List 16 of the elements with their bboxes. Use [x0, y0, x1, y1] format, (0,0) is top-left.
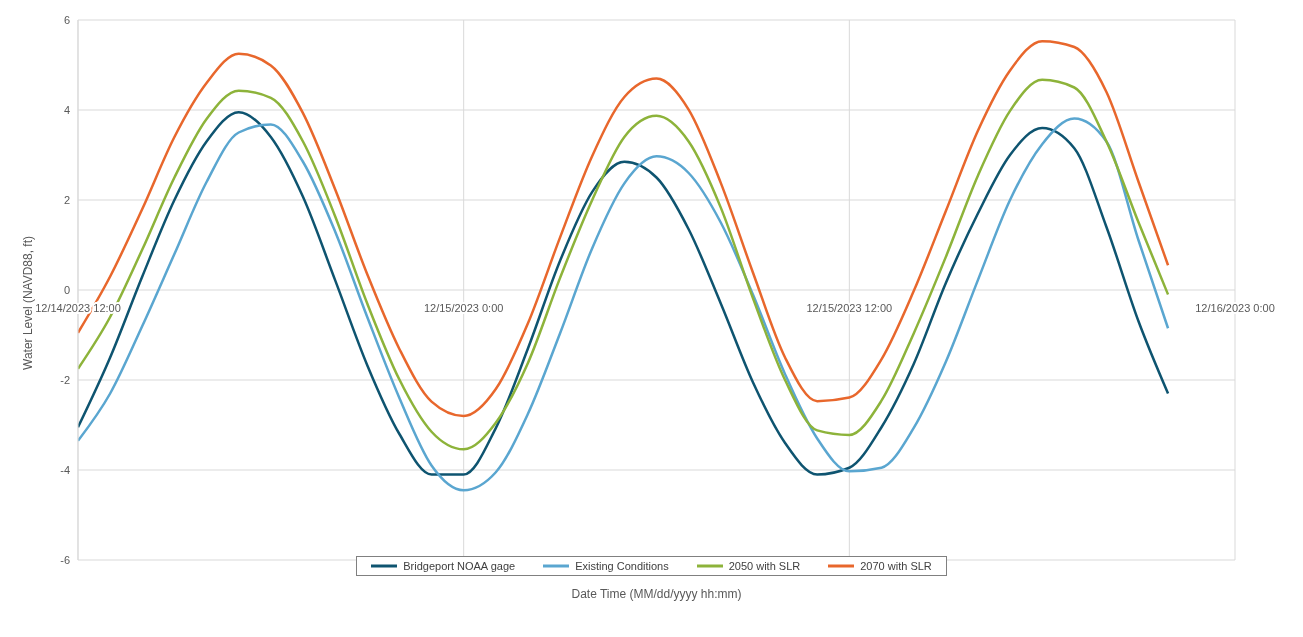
x-tick-label: 12/15/2023 0:00 — [423, 302, 504, 314]
x-tick-label: 12/15/2023 12:00 — [806, 302, 893, 314]
y-tick-label: 0 — [63, 283, 70, 296]
y-axis-title: Water Level (NAVD88, ft) — [21, 235, 36, 370]
legend-label: Existing Conditions — [574, 560, 669, 572]
x-axis-title: Date Time (MM/dd/yyyy hh:mm) — [571, 587, 742, 601]
y-tick-label: -4 — [60, 463, 70, 476]
legend-label: Bridgeport NOAA gage — [402, 560, 516, 572]
y-tick-label: -6 — [60, 553, 70, 566]
legend-label: 2050 with SLR — [727, 560, 801, 572]
legend-label: 2070 with SLR — [859, 560, 932, 572]
y-tick-label: 2 — [63, 193, 70, 206]
y-tick-label: -2 — [60, 373, 70, 386]
y-tick-label: 6 — [63, 13, 70, 26]
y-tick-label: 4 — [63, 103, 70, 116]
x-tick-label: 12/16/2023 0:00 — [1195, 302, 1275, 314]
